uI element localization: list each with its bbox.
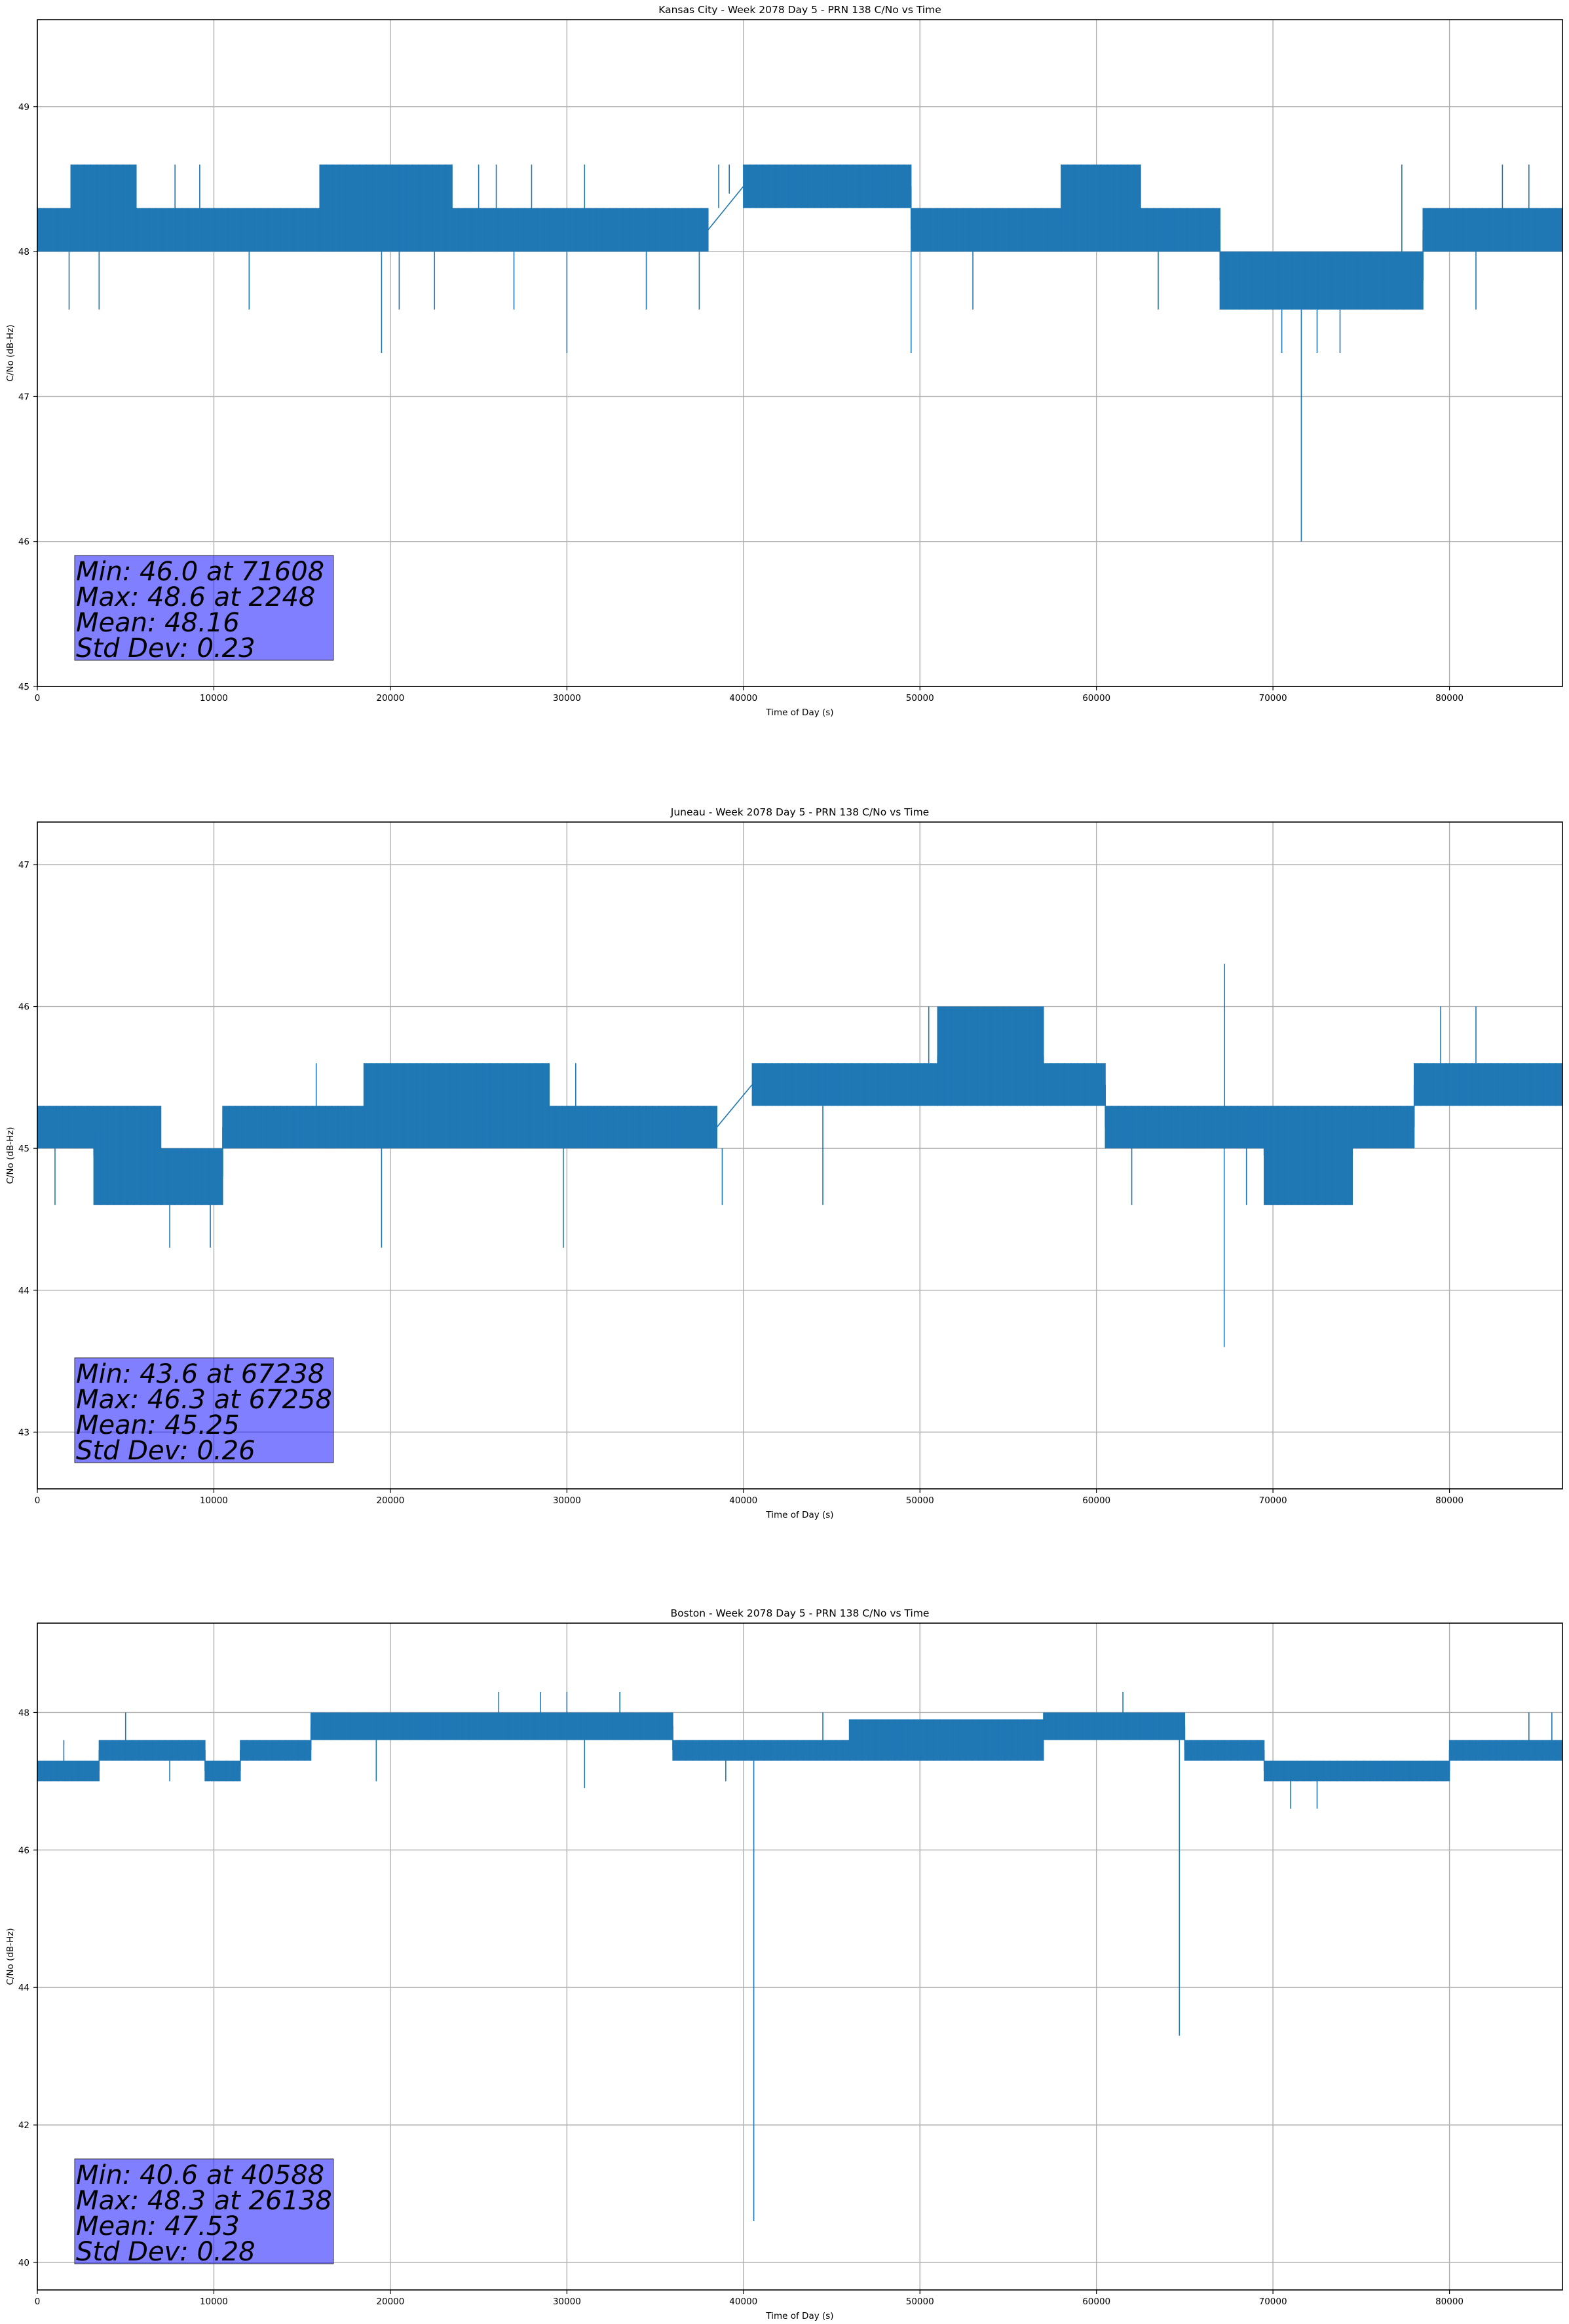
x-tick-label: 60000 xyxy=(1082,2296,1110,2307)
y-axis-label: C/No (dB-Hz) xyxy=(5,1928,16,1985)
stats-box xyxy=(74,1357,334,1463)
x-axis-label: Time of Day (s) xyxy=(765,707,833,718)
data-band xyxy=(37,208,71,252)
x-tick-label: 20000 xyxy=(376,2296,404,2307)
y-tick-label: 45 xyxy=(18,1144,29,1154)
stats-line: Mean: 47.53 xyxy=(76,2211,240,2241)
y-axis-label: C/No (dB-Hz) xyxy=(5,324,16,381)
x-tick-label: 80000 xyxy=(1435,2296,1464,2307)
stats-box xyxy=(74,2158,334,2264)
x-tick-label: 70000 xyxy=(1259,693,1287,703)
x-tick-label: 50000 xyxy=(906,693,934,703)
x-tick-label: 10000 xyxy=(200,1495,228,1506)
stats-line: Std Dev: 0.23 xyxy=(76,633,255,664)
plot-frame xyxy=(37,821,1563,1490)
chart-title: Juneau - Week 2078 Day 5 - PRN 138 C/No … xyxy=(670,806,929,818)
y-tick-label: 44 xyxy=(18,1286,29,1296)
y-tick-label: 49 xyxy=(18,102,29,113)
y-tick-label: 46 xyxy=(18,1002,29,1013)
data-band xyxy=(37,1106,94,1149)
x-tick-label: 30000 xyxy=(553,693,581,703)
stats-line: Mean: 48.16 xyxy=(76,608,240,638)
stats-box xyxy=(74,555,334,661)
data-band xyxy=(673,1740,850,1761)
y-tick-label: 40 xyxy=(18,2258,29,2268)
data-band xyxy=(1352,1106,1414,1149)
data-band xyxy=(204,1760,240,1782)
x-tick-label: 70000 xyxy=(1259,2296,1287,2307)
chart-panel-3: 0 10000 20000 30000 40000 50000 60000 70000 8000… xyxy=(5,1607,1563,2321)
y-tick-label: 45 xyxy=(18,682,29,692)
x-tick-label: 40000 xyxy=(729,693,757,703)
x-tick-label: 50000 xyxy=(906,2296,934,2307)
x-axis-label: Time of Day (s) xyxy=(765,2311,833,2321)
x-tick-label: 0 xyxy=(35,693,41,703)
x-tick-label: 20000 xyxy=(376,693,404,703)
data-band xyxy=(1414,1063,1562,1106)
stats-line: Max: 48.6 at 2248 xyxy=(76,582,315,612)
data-band xyxy=(240,1740,311,1761)
plot-frame xyxy=(37,19,1563,687)
x-tick-label: 0 xyxy=(35,1495,41,1506)
data-band xyxy=(1220,252,1424,310)
y-tick-label: 47 xyxy=(18,860,29,871)
chart-title: Boston - Week 2078 Day 5 - PRN 138 C/No … xyxy=(671,1607,930,1619)
y-tick-label: 48 xyxy=(18,1708,29,1718)
x-tick-label: 0 xyxy=(35,2296,41,2307)
x-tick-label: 60000 xyxy=(1082,1495,1110,1506)
x-tick-label: 40000 xyxy=(729,2296,757,2307)
stats-line: Std Dev: 0.26 xyxy=(76,1436,255,1466)
data-trace xyxy=(708,185,744,231)
x-tick-label: 70000 xyxy=(1259,1495,1287,1506)
data-band xyxy=(1423,208,1562,252)
data-band xyxy=(37,1760,100,1782)
data-band xyxy=(1264,1106,1353,1205)
stats-line: Mean: 45.25 xyxy=(76,1410,240,1440)
x-tick-label: 10000 xyxy=(200,2296,228,2307)
x-tick-label: 80000 xyxy=(1435,1495,1464,1506)
y-tick-label: 43 xyxy=(18,1427,29,1438)
stats-line: Min: 40.6 at 40588 xyxy=(76,2160,324,2190)
x-tick-label: 40000 xyxy=(729,1495,757,1506)
x-tick-label: 60000 xyxy=(1082,693,1110,703)
y-tick-label: 46 xyxy=(18,1845,29,1856)
stats-line: Min: 43.6 at 67238 xyxy=(76,1359,324,1389)
y-tick-label: 48 xyxy=(18,247,29,257)
chart-title: Kansas City - Week 2078 Day 5 - PRN 138 … xyxy=(658,4,941,16)
y-tick-label: 44 xyxy=(18,1983,29,1993)
chart-panel-2: 0 10000 20000 30000 40000 50000 60000 70000 8000… xyxy=(5,806,1563,1520)
chart-panel-1: 0 10000 20000 30000 40000 50000 60000 70000 8000… xyxy=(5,4,1563,718)
stats-line: Max: 46.3 at 67258 xyxy=(76,1385,332,1415)
stats-line: Max: 48.3 at 26138 xyxy=(76,2186,332,2216)
y-tick-label: 42 xyxy=(18,2120,29,2131)
data-band xyxy=(452,208,708,252)
stats-line: Min: 46.0 at 71608 xyxy=(76,557,324,587)
y-tick-label: 47 xyxy=(18,392,29,402)
stats-line: Std Dev: 0.28 xyxy=(76,2237,255,2267)
x-tick-label: 30000 xyxy=(553,1495,581,1506)
y-axis-label: C/No (dB-Hz) xyxy=(5,1127,16,1184)
x-axis-label: Time of Day (s) xyxy=(765,1510,833,1520)
x-tick-label: 80000 xyxy=(1435,693,1464,703)
x-tick-label: 30000 xyxy=(553,2296,581,2307)
data-band xyxy=(911,208,1061,252)
data-band xyxy=(311,1712,673,1740)
x-tick-label: 50000 xyxy=(906,1495,934,1506)
x-tick-label: 10000 xyxy=(200,693,228,703)
x-tick-label: 20000 xyxy=(376,1495,404,1506)
plot-frame xyxy=(37,1622,1563,2291)
data-band xyxy=(161,1148,223,1205)
data-band xyxy=(1043,1063,1106,1106)
y-tick-label: 46 xyxy=(18,537,29,548)
data-trace xyxy=(716,1084,753,1128)
data-band xyxy=(1449,1740,1562,1761)
